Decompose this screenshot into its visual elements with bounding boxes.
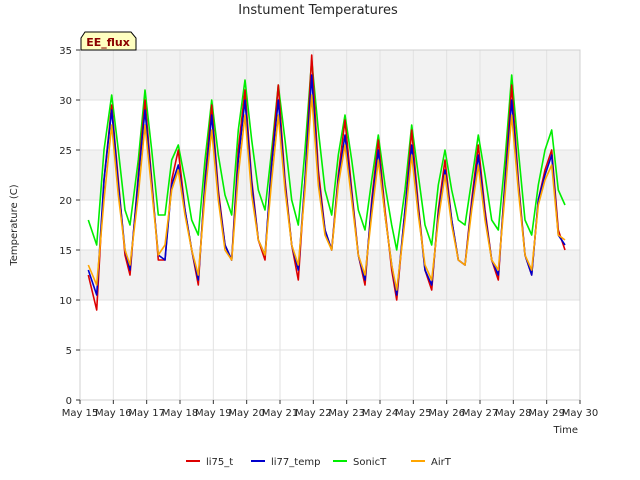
plot-frame — [79, 49, 581, 401]
x-tick-label-9: May 24 — [362, 408, 399, 419]
x-tick-label-2: May 17 — [128, 408, 165, 419]
y-axis-ticks: 0 5 10 15 20 25 30 35 — [59, 46, 80, 407]
band-2 — [80, 50, 580, 100]
x-tick-label-15: May 30 — [562, 408, 599, 419]
y-tick-label-35: 35 — [59, 46, 72, 57]
x-tick-label-12: May 27 — [462, 408, 499, 419]
y-axis-label: Temperature (C) — [9, 184, 20, 266]
x-tick-label-11: May 26 — [428, 408, 465, 419]
y-tick-label-0: 0 — [66, 396, 72, 407]
band-1 — [80, 150, 580, 200]
legend-label-SonicT: SonicT — [353, 457, 387, 468]
x-tick-label-3: May 18 — [162, 408, 199, 419]
x-tick-label-8: May 23 — [328, 408, 365, 419]
y-tick-label-20: 20 — [59, 196, 72, 207]
series-line-SonicT — [87, 59, 566, 251]
x-tick-label-7: May 22 — [295, 408, 332, 419]
x-tick-label-6: May 21 — [262, 408, 299, 419]
y-tick-label-25: 25 — [59, 146, 72, 157]
series-line-AirT — [87, 94, 566, 291]
series-group — [87, 54, 566, 311]
x-tick-label-5: May 20 — [228, 408, 265, 419]
annotation-label: EE_flux — [86, 36, 130, 49]
y-tick-label-10: 10 — [59, 296, 72, 307]
x-tick-label-10: May 25 — [395, 408, 432, 419]
background-bands — [80, 50, 580, 300]
legend: li75_t li77_temp SonicT AirT — [186, 457, 452, 468]
x-tick-label-4: May 19 — [195, 408, 232, 419]
x-axis-label: Time — [553, 425, 578, 436]
y-tick-label-30: 30 — [59, 96, 72, 107]
y-tick-label-5: 5 — [66, 346, 72, 357]
x-tick-label-13: May 28 — [495, 408, 532, 419]
legend-label-AirT: AirT — [431, 457, 452, 468]
legend-label-li75_t: li75_t — [206, 457, 233, 468]
legend-label-li77_temp: li77_temp — [271, 457, 320, 468]
x-tick-label-14: May 29 — [528, 408, 565, 419]
band-0 — [80, 250, 580, 300]
x-tick-label-0: May 15 — [62, 408, 99, 419]
chart-title: Instument Temperatures — [238, 3, 398, 18]
y-tick-label-15: 15 — [59, 246, 72, 257]
x-tick-label-1: May 16 — [95, 408, 132, 419]
annotation-box: EE_flux — [80, 31, 137, 51]
